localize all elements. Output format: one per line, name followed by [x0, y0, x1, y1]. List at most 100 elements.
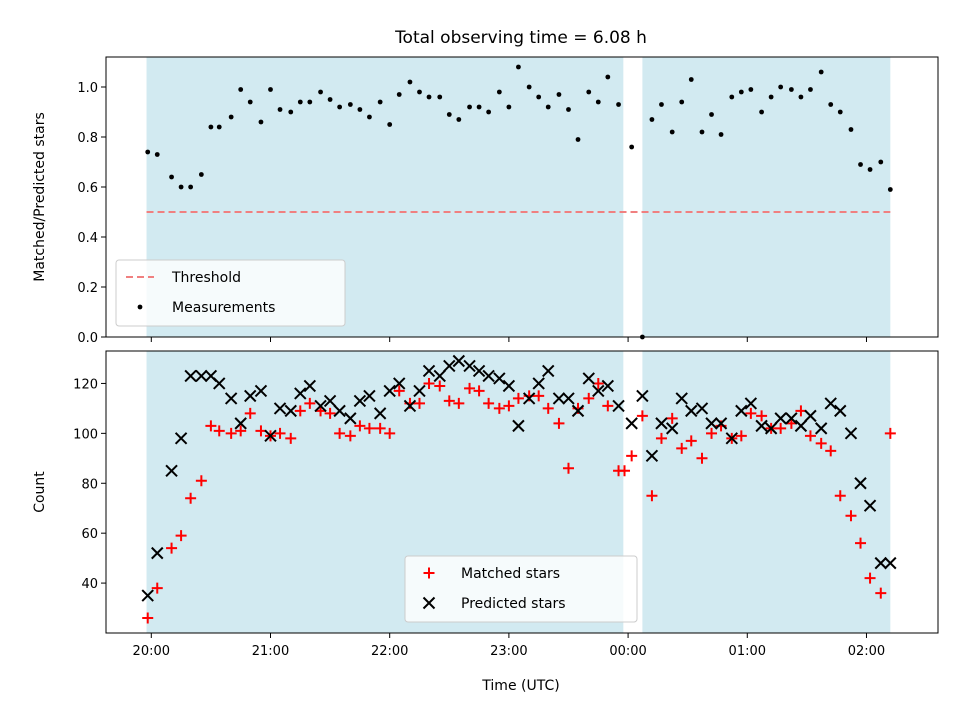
count-series-1-point-52 — [665, 422, 679, 435]
count-series-1-point-28 — [422, 364, 436, 378]
count-axes-frame — [105, 350, 939, 634]
count-series-1-point-4 — [184, 369, 197, 383]
ratio-series-0-point-44 — [586, 89, 592, 95]
count-series-1-point-22-stroke — [363, 389, 376, 403]
count-series-0-point-1 — [151, 582, 163, 594]
count-series-1-point-63 — [774, 412, 787, 425]
count-series-1-point-56 — [705, 417, 718, 430]
count-legend-marker-1-stroke — [422, 596, 436, 610]
count-series-1-point-44-stroke — [582, 372, 595, 385]
count-series-0-point-14 — [285, 432, 297, 444]
count-series-0-point-68-stroke — [815, 437, 827, 449]
count-series-1-point-20 — [344, 412, 357, 425]
count-series-1-point-29 — [433, 369, 446, 383]
count-series-0-point-69 — [825, 445, 837, 457]
ratio-series-0-point-14 — [288, 109, 294, 115]
ratio-series-0-point-23 — [377, 99, 383, 105]
count-series-0-point-33-stroke — [473, 385, 485, 397]
ratio-series-0-point-33 — [476, 104, 482, 110]
count-series-1-point-35 — [493, 372, 506, 385]
count-series-1-point-62-stroke — [764, 422, 778, 435]
ratio-legend-label-0: Threshold — [171, 270, 241, 286]
count-series-1-point-59-stroke — [735, 404, 748, 418]
count-ytick-label-4: 120 — [73, 377, 98, 392]
count-series-1-point-54-stroke — [685, 404, 698, 418]
count-series-0-point-22 — [363, 422, 375, 434]
count-series-1-point-34 — [482, 369, 495, 383]
ratio-series-0-point-53 — [679, 99, 685, 105]
count-series-1-point-49 — [636, 389, 649, 403]
ratio-series-0-point-26 — [407, 79, 413, 85]
ratio-series-0-point-58 — [729, 94, 735, 100]
count-series-0-point-4-stroke — [185, 492, 197, 504]
count-series-0-point-2 — [166, 542, 178, 554]
count-series-1-point-9-stroke — [234, 417, 247, 430]
count-series-0-point-72-stroke — [855, 537, 867, 549]
count-series-1-point-48 — [625, 417, 638, 430]
count-series-1-point-64 — [785, 412, 798, 425]
count-series-1-point-67-stroke — [814, 422, 828, 435]
count-series-0-point-37 — [512, 392, 524, 404]
count-series-1-point-69-stroke — [834, 404, 847, 418]
ratio-series-0-point-20 — [347, 102, 353, 107]
count-series-0-point-57 — [706, 427, 718, 439]
count-series-1-point-3 — [174, 432, 188, 445]
count-series-0-point-56 — [696, 452, 708, 464]
count-series-1-point-47 — [612, 399, 625, 413]
count-series-0-point-25 — [393, 385, 405, 397]
count-series-1-point-14 — [284, 404, 297, 418]
count-series-0-point-34 — [483, 397, 495, 409]
count-series-1-point-69 — [834, 404, 847, 418]
count-series-1-point-25-stroke — [393, 377, 406, 390]
count-series-1-point-45 — [592, 384, 605, 398]
count-series-1-point-47-stroke — [612, 399, 625, 413]
count-series-1-point-32 — [463, 359, 476, 373]
count-series-0-point-56-stroke — [696, 452, 708, 464]
count-series-0-point-50-stroke — [636, 410, 648, 422]
count-series-0-point-19-stroke — [334, 427, 346, 439]
ratio-series-0-point-30 — [446, 112, 452, 117]
xtick-label-1: 21:00 — [252, 644, 289, 659]
count-y-axis-label: Count — [32, 471, 48, 513]
ratio-series-0-point-55 — [699, 129, 705, 135]
count-series-0-point-15 — [294, 405, 306, 417]
count-series-1-point-10-stroke — [244, 389, 257, 403]
count-series-0-point-64-stroke — [775, 422, 787, 434]
count-series-1-point-26-stroke — [403, 399, 417, 413]
count-series-0-point-13 — [274, 427, 286, 439]
count-series-1-point-46 — [601, 379, 615, 393]
ratio-series-0-point-0 — [145, 149, 151, 155]
count-series-0-point-39 — [533, 390, 545, 402]
count-series-0-point-13-stroke — [274, 427, 286, 439]
count-series-1-point-27-stroke — [413, 384, 426, 398]
ratio-series-0-point-16 — [307, 99, 313, 105]
ratio-series-0-point-72 — [867, 167, 873, 172]
count-series-0-point-49 — [626, 450, 638, 462]
count-series-1-point-1 — [151, 546, 164, 560]
ratio-series-0-point-25 — [396, 92, 402, 97]
count-series-0-point-71 — [845, 510, 857, 522]
count-series-1-point-1-stroke — [151, 546, 164, 560]
count-series-0-point-57-stroke — [706, 427, 718, 439]
count-legend-marker-1 — [422, 596, 436, 610]
count-series-0-point-30 — [443, 395, 455, 407]
count-series-1-point-7 — [213, 377, 226, 390]
count-series-0-point-35 — [493, 402, 505, 414]
count-series-1-point-60 — [744, 397, 758, 410]
count-series-0-point-69-stroke — [825, 445, 837, 457]
ratio-series-0-point-40 — [545, 104, 551, 110]
ratio-series-0-point-11 — [258, 119, 264, 125]
xtick-label-2: 22:00 — [371, 644, 408, 659]
count-series-1-point-38-stroke — [522, 392, 536, 405]
count-series-0-point-7 — [213, 425, 225, 437]
ratio-legend: Threshold Measurements — [115, 259, 346, 327]
count-series-0-point-54 — [676, 442, 688, 454]
count-series-0-point-60 — [735, 430, 747, 442]
ratio-series-0-point-24 — [387, 122, 393, 127]
xtick-label-0: 20:00 — [133, 644, 170, 659]
count-series-0-point-49-stroke — [626, 450, 638, 462]
count-legend-marker-0-stroke — [423, 567, 435, 579]
count-series-1-point-54 — [685, 404, 698, 418]
count-series-1-point-39 — [532, 377, 545, 390]
ratio-series-0-point-50 — [649, 117, 655, 122]
